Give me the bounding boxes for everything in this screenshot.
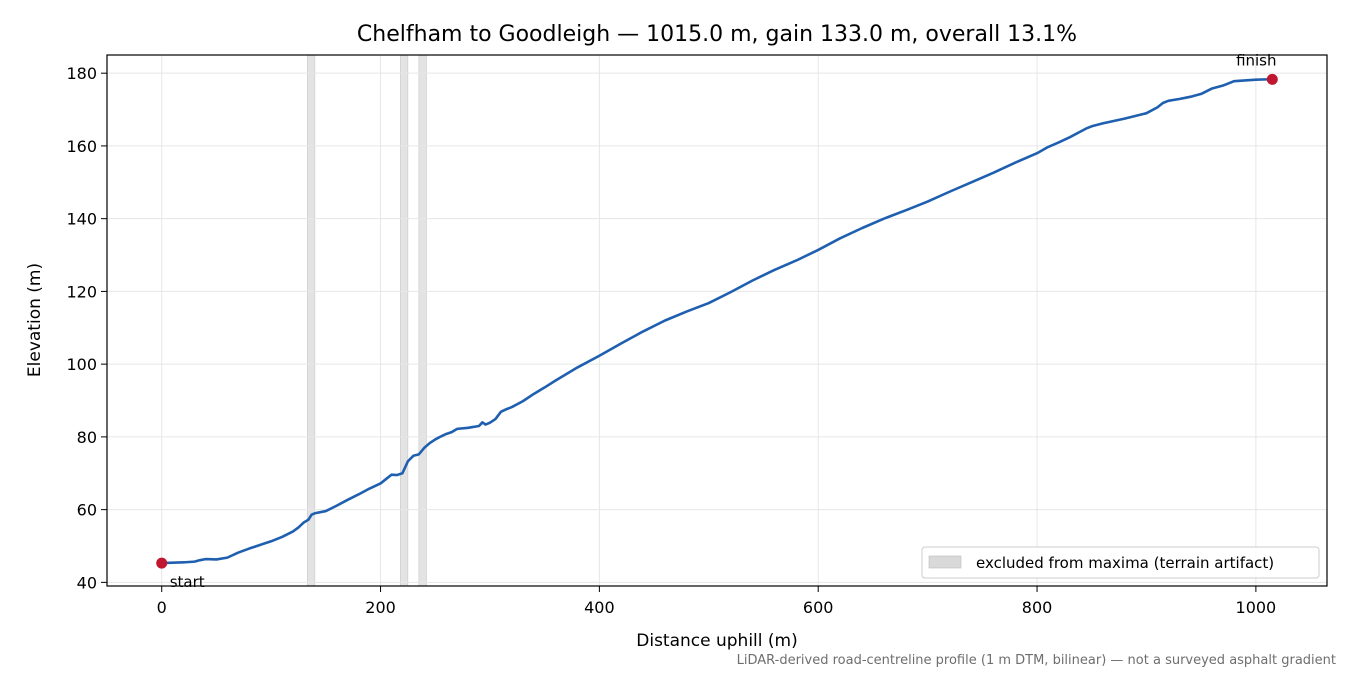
y-tick-label: 100 xyxy=(66,355,97,374)
y-tick-label: 80 xyxy=(77,428,97,447)
x-axis-ticks: 0 200 400 600 800 1000 xyxy=(157,586,1277,617)
x-tick-label: 800 xyxy=(1022,598,1053,617)
legend: excluded from maxima (terrain artifact) xyxy=(921,546,1320,579)
x-tick-label: 400 xyxy=(584,598,615,617)
y-tick-label: 60 xyxy=(77,501,97,520)
plot-frame xyxy=(106,54,1328,587)
y-tick-label: 160 xyxy=(66,137,97,156)
series-layer xyxy=(160,78,1274,565)
legend-entry-text: excluded from maxima (terrain artifact) xyxy=(976,554,1274,572)
x-tick-label: 0 xyxy=(157,598,167,617)
gridlines xyxy=(107,55,1327,586)
elevation-line xyxy=(160,78,1274,565)
x-axis-label: Distance uphill (m) xyxy=(636,631,797,651)
y-tick-label: 40 xyxy=(77,573,97,592)
excluded-bands xyxy=(306,54,427,587)
x-tick-label: 600 xyxy=(803,598,834,617)
x-tick-label: 200 xyxy=(365,598,396,617)
y-tick-label: 120 xyxy=(66,282,97,301)
finish-label: finish xyxy=(1236,51,1276,69)
legend-box xyxy=(921,546,1320,579)
x-tick-label: 1000 xyxy=(1236,598,1277,617)
chart-title: Chelfham to Goodleigh — 1015.0 m, gain 1… xyxy=(357,22,1077,47)
y-axis-ticks: 40 60 80 100 120 140 160 180 xyxy=(66,64,107,592)
start-marker xyxy=(156,557,168,569)
excluded-band xyxy=(418,54,427,587)
y-tick-label: 140 xyxy=(66,210,97,229)
start-label: start xyxy=(170,573,205,591)
footnote: LiDAR-derived road-centreline profile (1… xyxy=(737,653,1336,668)
legend-swatch xyxy=(928,555,962,569)
y-axis-label: Elevation (m) xyxy=(25,263,45,377)
excluded-band xyxy=(399,54,409,587)
excluded-band xyxy=(306,54,316,587)
finish-marker xyxy=(1266,73,1278,85)
y-tick-label: 180 xyxy=(66,64,97,83)
